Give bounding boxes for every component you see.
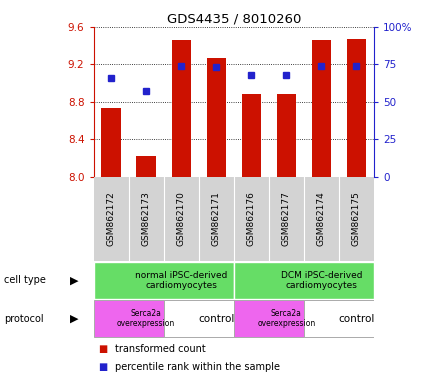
Text: control: control xyxy=(338,314,375,324)
Bar xyxy=(102,108,121,177)
Text: cell type: cell type xyxy=(4,275,46,285)
Bar xyxy=(94,300,164,337)
Text: GSM862173: GSM862173 xyxy=(142,192,150,246)
Text: transformed count: transformed count xyxy=(115,344,206,354)
Bar xyxy=(234,300,304,337)
Bar xyxy=(164,300,234,337)
Bar xyxy=(136,156,156,177)
Text: GSM862172: GSM862172 xyxy=(107,192,116,246)
Text: GSM862175: GSM862175 xyxy=(352,192,361,246)
Text: GSM862174: GSM862174 xyxy=(317,192,326,246)
Bar xyxy=(94,262,234,299)
Text: normal iPSC-derived
cardiomyocytes: normal iPSC-derived cardiomyocytes xyxy=(135,271,227,290)
Text: GSM862171: GSM862171 xyxy=(212,192,221,246)
Text: DCM iPSC-derived
cardiomyocytes: DCM iPSC-derived cardiomyocytes xyxy=(280,271,362,290)
Text: GSM862176: GSM862176 xyxy=(247,192,256,246)
Bar xyxy=(304,300,374,337)
Bar xyxy=(242,94,261,177)
Text: Serca2a
overexpression: Serca2a overexpression xyxy=(257,309,315,328)
Text: ▶: ▶ xyxy=(70,314,79,324)
Bar xyxy=(277,94,296,177)
Text: ■: ■ xyxy=(98,362,107,372)
Title: GDS4435 / 8010260: GDS4435 / 8010260 xyxy=(167,13,301,26)
Text: ■: ■ xyxy=(98,344,107,354)
Text: control: control xyxy=(198,314,235,324)
Text: GSM862170: GSM862170 xyxy=(177,192,186,246)
Bar xyxy=(172,40,191,177)
Bar xyxy=(347,39,366,177)
Text: protocol: protocol xyxy=(4,314,44,324)
Text: GSM862177: GSM862177 xyxy=(282,192,291,246)
Bar xyxy=(234,262,374,299)
Text: percentile rank within the sample: percentile rank within the sample xyxy=(115,362,280,372)
Bar xyxy=(207,58,226,177)
Bar xyxy=(312,40,331,177)
Text: ▶: ▶ xyxy=(70,275,79,285)
Text: Serca2a
overexpression: Serca2a overexpression xyxy=(117,309,175,328)
